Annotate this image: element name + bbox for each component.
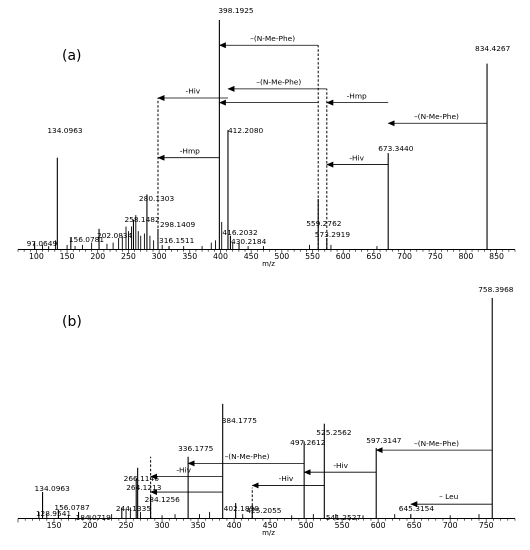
x-tick-label: 300: [152, 252, 167, 261]
peak-label: 244.1335: [116, 504, 152, 513]
x-tick-label: 350: [191, 521, 206, 530]
x-axis-label: m/z: [262, 529, 275, 537]
loss-label: – Leu: [439, 492, 459, 501]
x-tick-label: 450: [263, 521, 278, 530]
peak-label: 284.1256: [145, 495, 181, 504]
peak-label: 430.2184: [231, 237, 267, 246]
x-tick-label: 300: [155, 521, 170, 530]
x-tick-label: 550: [305, 252, 320, 261]
x-tick-label: 250: [119, 521, 134, 530]
peak-label: 834.4267: [475, 44, 511, 53]
peak-label: 336.1775: [178, 444, 214, 453]
x-tick-label: 650: [366, 252, 381, 261]
peak-label: 425.2055: [246, 506, 282, 515]
x-tick-label: 500: [299, 521, 314, 530]
x-tick-label: 700: [443, 521, 458, 530]
loss-label: -Hiv: [349, 153, 364, 162]
peak-label: 264.1213: [126, 483, 162, 492]
peak-label: 559.2762: [306, 219, 341, 228]
peak-label: 497.2612: [290, 438, 325, 447]
panel-label: (a): [62, 48, 82, 64]
x-tick-label: 500: [274, 252, 289, 261]
x-axis-label: m/z: [262, 260, 275, 268]
x-tick-label: 400: [213, 252, 228, 261]
x-tick-label: 550: [335, 521, 350, 530]
loss-label: -Hiv: [176, 465, 191, 474]
loss-label: -Hmp: [180, 146, 200, 155]
peak-label: 156.0781: [69, 235, 105, 244]
loss-label: –(N-Me-Phe): [414, 112, 459, 121]
peak-label: 384.1775: [222, 416, 258, 425]
x-tick-label: 750: [479, 521, 494, 530]
peak-label: 134.0963: [47, 126, 83, 135]
peak-label: 202.0834: [97, 231, 133, 240]
x-tick-label: 750: [428, 252, 443, 261]
peak-label: 316.1511: [159, 236, 195, 245]
x-tick-label: 650: [407, 521, 422, 530]
peak-label: 541.2527: [326, 513, 362, 522]
x-tick-label: 700: [397, 252, 412, 261]
loss-label: –(N-Me-Phe): [225, 452, 270, 461]
peak-label: 573.2919: [315, 230, 351, 239]
x-tick-label: 200: [83, 521, 98, 530]
peak-label: 266.1146: [124, 474, 160, 483]
peak-label: 280.1303: [139, 194, 175, 203]
loss-label: -Hiv: [279, 474, 294, 483]
x-tick-label: 800: [458, 252, 473, 261]
loss-label: -Hmp: [347, 91, 367, 100]
peak-label: 128.9541: [36, 509, 72, 518]
peak-label: 298.1409: [160, 220, 196, 229]
loss-label: –(N-Me-Phe): [256, 78, 301, 87]
peak-label: 758.3968: [478, 285, 514, 294]
x-tick-label: 350: [182, 252, 197, 261]
x-tick-label: 600: [336, 252, 351, 261]
x-tick-label: 850: [489, 252, 504, 261]
loss-label: –(N-Me-Phe): [250, 34, 295, 43]
peak-label: 398.1925: [218, 6, 254, 15]
x-tick-label: 600: [371, 521, 386, 530]
x-tick-label: 250: [121, 252, 136, 261]
peak-label: 525.2562: [316, 428, 351, 437]
peak-label: 645.3154: [399, 504, 435, 513]
x-tick-label: 150: [47, 521, 62, 530]
peak-label: 416.2032: [222, 228, 257, 237]
peak-label: 258.1482: [124, 215, 159, 224]
peak-label: 184.0719: [76, 513, 112, 522]
spectrum-panel-a: 100 150 200 250 300 350 400 450 500 550 600 650 700 7…: [17, 6, 516, 268]
panel-label: (b): [62, 314, 82, 330]
x-tick-label: 400: [227, 521, 242, 530]
peak-label: 134.0963: [35, 484, 71, 493]
loss-label: –(N-Me-Phe): [414, 439, 459, 448]
peak-label: 597.3147: [366, 436, 402, 445]
x-tick-label: 200: [90, 252, 105, 261]
x-tick-label: 150: [60, 252, 75, 261]
peak-label: 402.1890: [224, 504, 260, 513]
peak-label: 412.2080: [228, 126, 264, 135]
loss-label: -Hiv: [186, 87, 201, 96]
peak-label: 673.3440: [378, 144, 414, 153]
x-tick-label: 450: [244, 252, 259, 261]
peak-label: 156.0787: [54, 503, 90, 512]
spectrum-panel-b: 150 200 250 300 350 400 450 500 550 600 650 700 750 m…: [17, 285, 516, 537]
loss-label: -Hiv: [333, 461, 348, 470]
peak-label: 97.0649: [27, 239, 58, 248]
x-tick-label: 100: [29, 252, 44, 261]
